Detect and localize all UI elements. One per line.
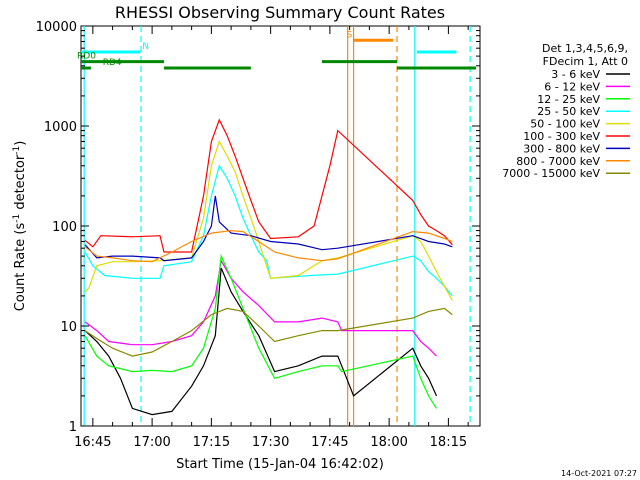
x-axis-ticks: 16:45 17:00 17:15 17:30 17:45 18:00 18:15 bbox=[74, 26, 469, 450]
legend-label: 12 - 25 keV bbox=[537, 93, 600, 106]
x-tick-label: 17:15 bbox=[193, 435, 230, 450]
legend: Det 1,3,4,5,6,9, FDecim 1, Att 0 3 - 6 k… bbox=[502, 42, 630, 180]
y-tick-label: 1000 bbox=[44, 120, 77, 135]
y-axis-label-sup2: -1 bbox=[12, 146, 22, 155]
series-line-2 bbox=[84, 253, 438, 409]
y-tick-label: 1 bbox=[69, 420, 77, 435]
attenuator-state-lines bbox=[83, 26, 471, 426]
series-line-5 bbox=[84, 118, 453, 253]
y-axis-ticks: 1 10 100 1000 10000 bbox=[36, 20, 480, 435]
plot-area: N S RD0 RD4 1 10 100 1000 10000 16:45 17:00 17:15… bbox=[36, 20, 481, 450]
x-tick-label: 18:00 bbox=[370, 435, 407, 450]
x-tick-label: 17:30 bbox=[252, 435, 289, 450]
state-bar-label: N bbox=[142, 42, 149, 52]
y-tick-label: 10000 bbox=[36, 20, 77, 35]
x-tick-label: 18:15 bbox=[430, 435, 467, 450]
legend-label: 6 - 12 keV bbox=[544, 80, 600, 93]
legend-header-line2: FDecim 1, Att 0 bbox=[543, 55, 628, 68]
legend-label: 7000 - 15000 keV bbox=[502, 167, 600, 180]
legend-label: 25 - 50 keV bbox=[537, 105, 600, 118]
series-line-0 bbox=[84, 267, 438, 416]
series-line-7 bbox=[84, 229, 453, 263]
x-tick-label: 17:45 bbox=[311, 435, 348, 450]
y-tick-label: 100 bbox=[52, 220, 77, 235]
series-layer bbox=[84, 118, 453, 416]
y-axis-label-end: ) bbox=[13, 141, 28, 146]
x-tick-label: 17:00 bbox=[133, 435, 170, 450]
y-axis-label: Count Rate (s-1 detector-1) bbox=[12, 141, 28, 312]
legend-label: 50 - 100 keV bbox=[530, 118, 600, 131]
footer-timestamp: 14-Oct-2021 07:27 bbox=[561, 469, 637, 478]
series-line-1 bbox=[84, 258, 437, 357]
x-axis-label: Start Time (15-Jan-04 16:42:02) bbox=[176, 457, 384, 472]
chart-title: RHESSI Observing Summary Count Rates bbox=[115, 3, 445, 22]
y-axis-label-sup1: -1 bbox=[12, 214, 22, 223]
legend-label: 100 - 300 keV bbox=[523, 130, 600, 143]
y-axis-label-main: Count Rate (s bbox=[13, 223, 28, 312]
legend-header-line1: Det 1,3,4,5,6,9, bbox=[542, 42, 628, 55]
state-bar-label: RD0 bbox=[77, 52, 96, 62]
series-line-3 bbox=[84, 164, 453, 297]
series-line-8 bbox=[84, 307, 453, 357]
legend-label: 300 - 800 keV bbox=[523, 142, 600, 155]
state-bar-label: RD4 bbox=[103, 58, 122, 68]
legend-label: 3 - 6 keV bbox=[551, 68, 600, 81]
series-line-6 bbox=[84, 195, 453, 262]
legend-label: 800 - 7000 keV bbox=[516, 155, 600, 168]
y-tick-label: 10 bbox=[60, 320, 77, 335]
state-bars-layer: N S RD0 RD4 bbox=[77, 30, 477, 70]
y-axis-label-mid: detector bbox=[13, 154, 28, 214]
x-tick-label: 16:45 bbox=[74, 435, 111, 450]
state-bar-label: S bbox=[346, 30, 352, 40]
